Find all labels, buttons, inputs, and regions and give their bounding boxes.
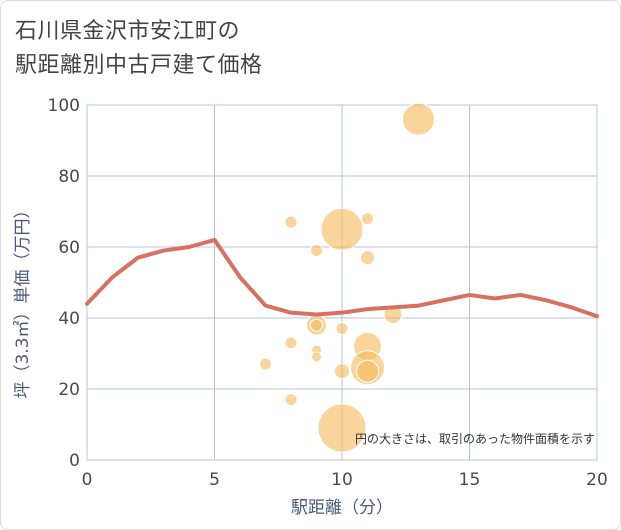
bubble-point-4: [310, 244, 323, 258]
y-axis-label: 坪（3.3㎡）単価（万円）: [13, 201, 33, 398]
x-tick-label-1: 5: [209, 470, 220, 490]
y-tick-label-5: 100: [48, 96, 80, 116]
bubble-point-19: [317, 403, 367, 453]
x-tick-label-4: 20: [586, 470, 608, 490]
bubble-point-14: [259, 357, 272, 371]
bubble-point-8: [310, 318, 323, 332]
x-tick-label-3: 15: [459, 470, 481, 490]
size-note: 円の大きさは、取引のあった物件面積を示す: [355, 431, 595, 446]
x-axis-ticks: 0 5 10 15 20: [82, 470, 608, 490]
bubble-point-5: [360, 250, 375, 266]
bubble-point-1: [320, 207, 364, 251]
bubble-point-0: [402, 102, 435, 136]
average-line-series: [85, 237, 599, 319]
bubble-point-17: [334, 363, 350, 380]
bubble-point-3: [361, 212, 374, 226]
bubble-series: [259, 102, 435, 453]
y-tick-label-2: 40: [58, 309, 80, 329]
bubble-point-2: [284, 215, 298, 229]
bubble-point-18: [284, 393, 298, 407]
chart-title-line-1: 石川県金沢市安江町の: [15, 19, 241, 44]
bubble-point-9: [335, 322, 349, 336]
y-tick-label-3: 60: [58, 238, 80, 258]
x-tick-label-0: 0: [82, 470, 93, 490]
y-axis-ticks: 0 20 40 60 80 100: [48, 96, 80, 471]
chart-title: 石川県金沢市安江町の 駅距離別中古戸建て価格: [15, 15, 263, 83]
x-axis-label: 駅距離（分）: [291, 498, 393, 518]
y-tick-label-0: 0: [69, 451, 80, 471]
bubble-point-13: [311, 351, 322, 363]
y-tick-label-1: 20: [58, 380, 80, 400]
average-price-line: [85, 237, 599, 319]
bubble-point-10: [284, 336, 298, 350]
y-tick-label-4: 80: [58, 167, 80, 187]
chart-title-line-2: 駅距離別中古戸建て価格: [15, 53, 263, 78]
bubble-point-16: [356, 359, 379, 383]
x-tick-label-2: 10: [331, 470, 353, 490]
